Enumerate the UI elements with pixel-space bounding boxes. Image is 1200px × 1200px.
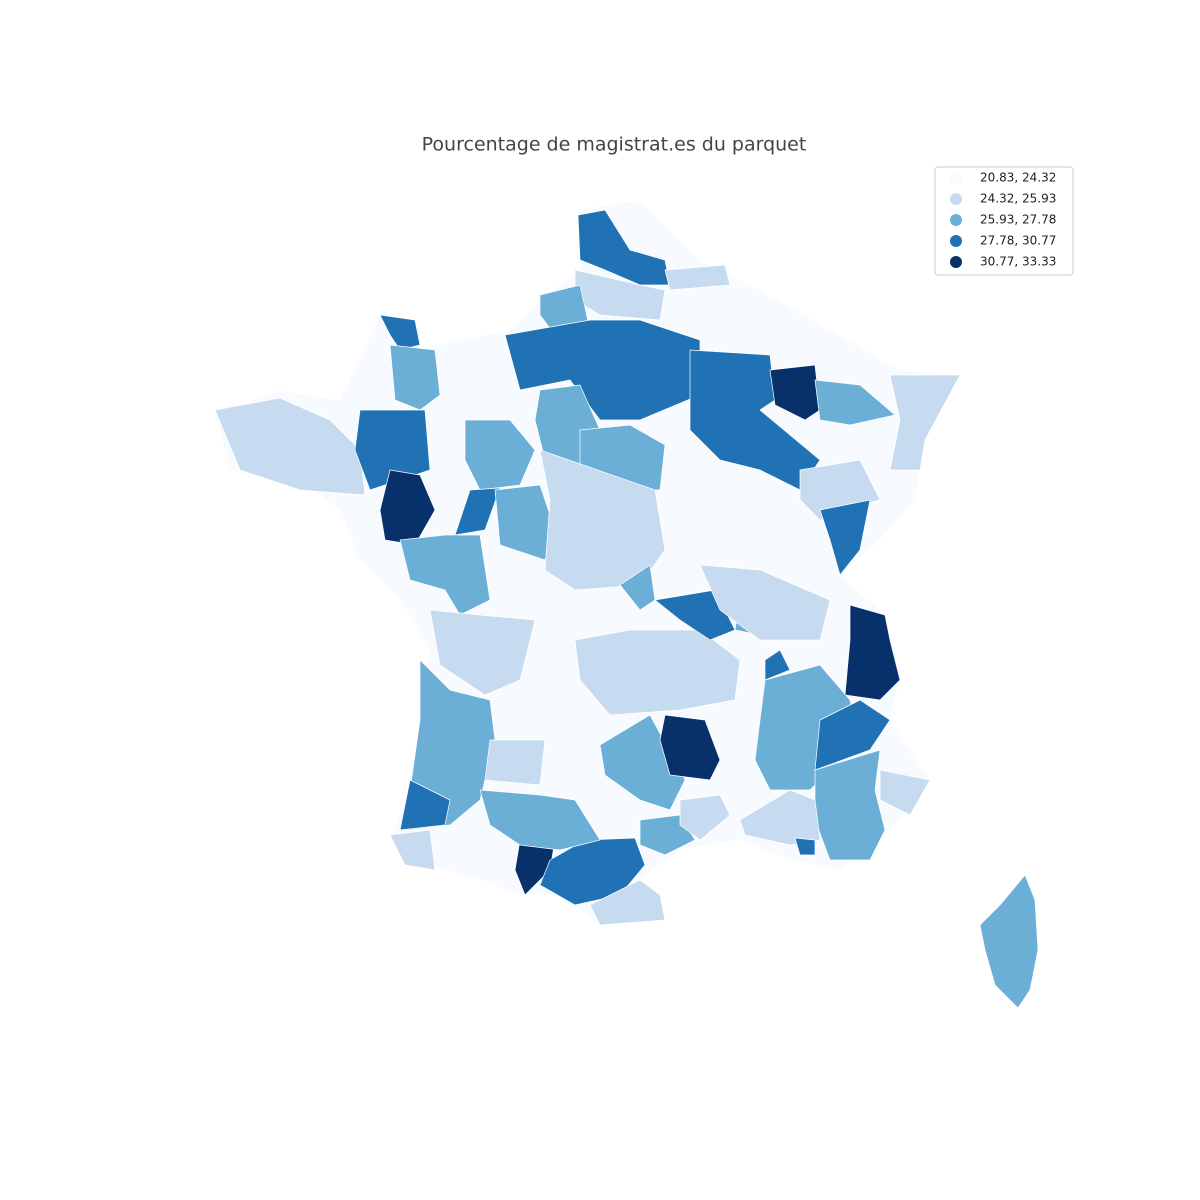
region (814, 749, 886, 861)
legend-box (934, 166, 1074, 276)
region (664, 264, 731, 291)
region (574, 629, 741, 716)
region (389, 829, 436, 871)
legend-label: 20.83, 24.32 (980, 171, 1056, 185)
legend-swatch (950, 172, 962, 184)
region (699, 564, 831, 641)
region (464, 419, 536, 491)
region (389, 344, 441, 411)
region (879, 769, 931, 816)
region (399, 779, 451, 831)
legend-swatch (950, 235, 962, 247)
legend-label: 24.32, 25.93 (980, 192, 1056, 206)
region (214, 397, 366, 496)
region (599, 714, 686, 811)
region (739, 789, 821, 846)
legend-label: 25.93, 27.78 (980, 213, 1056, 227)
region (399, 534, 491, 616)
region (679, 794, 731, 841)
legend: 20.83, 24.32 24.32, 25.93 25.93, 27.78 27.7… (934, 166, 1074, 276)
regions (214, 199, 1039, 1009)
region (764, 649, 791, 681)
legend-swatch (950, 193, 962, 205)
region (589, 879, 666, 926)
region (484, 739, 546, 786)
region (654, 589, 736, 641)
region (769, 364, 821, 421)
region (454, 487, 501, 536)
legend-swatch (950, 256, 962, 268)
region (844, 604, 901, 701)
region (819, 499, 871, 576)
region (504, 319, 701, 421)
region (409, 659, 496, 831)
region (979, 874, 1039, 1009)
region (794, 837, 816, 856)
region (814, 379, 896, 426)
legend-label: 30.77, 33.33 (980, 255, 1056, 269)
region (479, 789, 601, 851)
region (539, 449, 666, 591)
region (429, 609, 536, 696)
region (889, 374, 961, 471)
region (814, 699, 891, 771)
legend-label: 27.78, 30.77 (980, 234, 1056, 248)
legend-swatch (950, 214, 962, 226)
map-title: Pourcentage de magistrat.es du parquet (422, 134, 807, 156)
region (659, 714, 721, 781)
